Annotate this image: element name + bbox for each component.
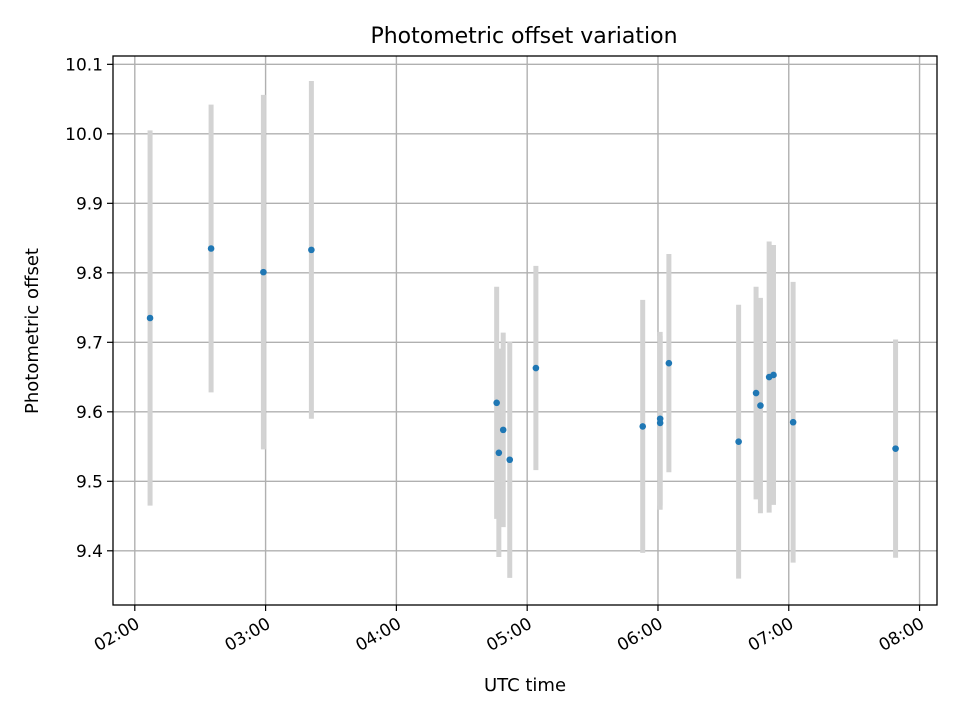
data-point [639, 423, 647, 430]
y-tick-label: 9.7 [76, 333, 103, 353]
y-tick-label: 9.9 [76, 194, 103, 214]
x-axis-ticks: 02:00 03:00 04:00 05:00 06:00 07:00 08:00 [91, 605, 928, 656]
y-tick-label: 9.8 [76, 264, 103, 284]
data-point [207, 245, 215, 252]
x-tick-label: 03:00 [222, 614, 274, 656]
data-point [260, 268, 267, 276]
data-point [770, 371, 777, 379]
data-point [493, 399, 500, 407]
error-bars [147, 81, 899, 579]
data-point [495, 449, 503, 457]
plot-frame [112, 55, 938, 606]
data-point [665, 359, 673, 367]
data-point [506, 456, 514, 464]
x-tick-label: 02:00 [91, 614, 143, 656]
x-tick-label: 07:00 [745, 614, 797, 656]
x-tick-label: 06:00 [614, 614, 666, 656]
x-tick-label: 08:00 [876, 614, 928, 656]
data-points [146, 245, 899, 464]
data-point [532, 364, 540, 372]
chart-title: Photometric offset variation [370, 24, 677, 49]
y-tick-label: 9.4 [76, 542, 103, 562]
x-axis-label: UTC time [484, 675, 566, 696]
x-tick-label: 04:00 [352, 614, 404, 656]
data-point [789, 418, 797, 426]
x-tick-label: 05:00 [483, 614, 535, 656]
y-tick-label: 10.0 [65, 125, 103, 145]
data-point [892, 445, 899, 452]
data-point [752, 389, 760, 397]
data-point [308, 246, 315, 254]
data-point [656, 419, 664, 427]
y-axis-label: Photometric offset [22, 248, 43, 414]
y-tick-label: 9.5 [76, 472, 103, 492]
y-tick-label: 9.6 [76, 403, 103, 423]
data-point [757, 402, 764, 409]
y-tick-label: 10.1 [65, 55, 103, 75]
data-point [735, 438, 742, 445]
y-axis-ticks: 9.4 9.5 9.6 9.7 9.8 9.9 10.0 10.1 [65, 55, 113, 562]
data-point [146, 314, 154, 322]
data-point [499, 426, 507, 434]
grid-lines [113, 56, 937, 605]
